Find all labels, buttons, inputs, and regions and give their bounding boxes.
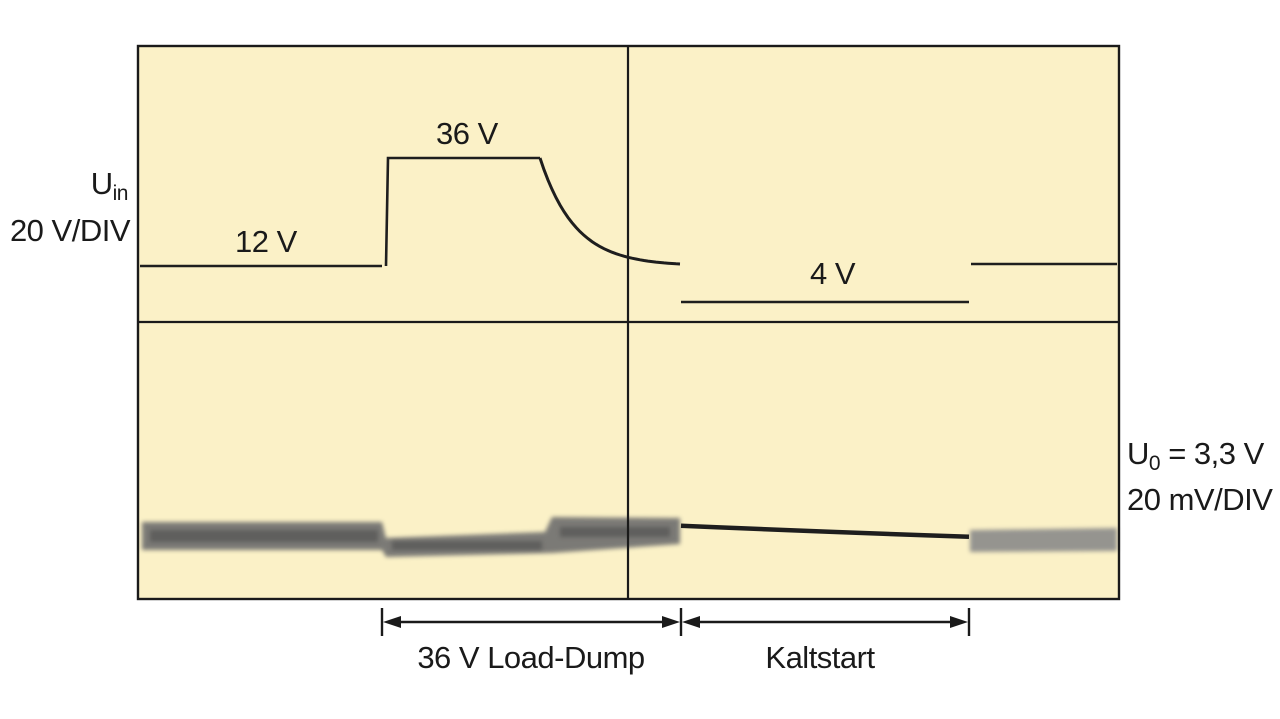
uin-scale: 20 V/DIV (9, 213, 131, 248)
uin-label: Uin (90, 166, 129, 205)
uin-symbol: U (90, 166, 113, 201)
u0-subscript: 0 (1148, 452, 1161, 475)
uin-trace-step (140, 156, 540, 268)
annotation-4v: 4 V (810, 256, 856, 291)
u0-scale: 20 mV/DIV (1127, 482, 1273, 517)
annotation-12v: 12 V (235, 224, 298, 259)
interval-label-load-dump: 36 V Load-Dump (417, 640, 644, 675)
uin-subscript: in (112, 182, 129, 205)
interval-label-kaltstart: Kaltstart (765, 640, 875, 675)
u0-value: = 3,3 V (1160, 436, 1264, 471)
interval-markers (380, 608, 971, 636)
u0-trace-coldstart (680, 523, 970, 540)
annotation-36v: 36 V (436, 116, 499, 151)
u0-label: U0 = 3,3 V (1127, 438, 1264, 474)
plot-frame (136, 44, 1121, 601)
uin-trace-decay (538, 157, 681, 266)
u0-symbol: U (1127, 436, 1149, 471)
u0-noise-band (142, 517, 1117, 557)
